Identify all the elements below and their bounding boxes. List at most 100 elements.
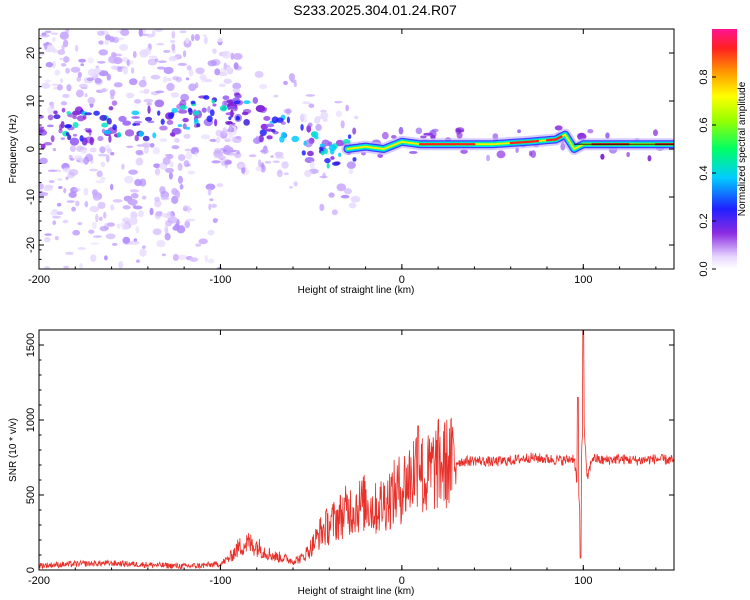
spectrogram-blob	[83, 187, 89, 196]
spectrogram-blob	[57, 84, 63, 91]
spectrogram-blob	[132, 50, 137, 59]
spectrogram-hotspot	[347, 134, 352, 139]
spectrogram-hotspot	[144, 116, 153, 122]
spectrogram-blob	[87, 57, 94, 64]
spectrogram-blob	[189, 257, 199, 262]
spectrogram-hotspot	[211, 99, 215, 104]
spectrogram-blob	[150, 74, 161, 80]
spectrogram-blob	[87, 68, 98, 77]
spectrogram-blob	[131, 116, 141, 119]
spectrogram-blob	[177, 175, 183, 184]
spectrogram-blob	[127, 10, 133, 15]
spectrogram-blob	[168, 172, 173, 180]
spectrogram-blob	[213, 148, 222, 154]
snr-y-label: SNR (10 * v/v)	[8, 418, 19, 482]
spectrogram-blob	[319, 175, 328, 179]
spectrogram-blob	[71, 206, 76, 212]
spectrogram-blob	[61, 44, 65, 51]
spectrogram-blob	[626, 151, 630, 158]
spectrogram-blob	[218, 83, 226, 88]
spectrogram-blob	[62, 219, 69, 224]
spectrogram-blob	[330, 156, 335, 160]
spectrogram-hotspot	[152, 132, 157, 139]
spectrogram-blob	[156, 43, 165, 46]
spectrogram-blob	[195, 243, 202, 247]
spectrogram-blob	[302, 101, 311, 105]
spectrogram-hotspot	[319, 143, 325, 148]
spectrogram-blob	[187, 170, 196, 175]
spectrogram-hotspot	[93, 110, 100, 116]
spectrogram-blob	[182, 117, 189, 123]
spectrogram-blob	[183, 160, 190, 168]
spectrogram-hotspot	[203, 95, 210, 100]
spectrogram-blob	[281, 161, 289, 169]
spectrogram-blob	[148, 18, 153, 26]
spectrogram-blob	[44, 30, 52, 34]
spectrogram-hotspot	[301, 150, 306, 156]
spectrogram-blob	[124, 129, 135, 137]
spectrogram-hotspot	[206, 115, 213, 123]
spectrogram-blob	[157, 66, 166, 70]
spectrogram-blob	[54, 69, 61, 76]
spectrogram-blob	[108, 106, 114, 111]
spectrogram-blob	[207, 229, 215, 236]
spectrogram-blob	[84, 6, 94, 12]
spectrogram-y-ticks: -20 -10 0 10 20	[25, 28, 674, 270]
spectrogram-blob	[203, 36, 208, 45]
snr-x-tick-label: -200	[28, 575, 50, 587]
spectrogram-blob	[172, 253, 179, 262]
spectrogram-blob	[171, 30, 176, 39]
spectrogram-blob	[63, 188, 67, 194]
snr-y-tick-label: 0	[25, 567, 37, 573]
spectrogram-blob	[39, 126, 45, 129]
spectrogram-blob	[182, 205, 189, 212]
spectrogram-blob	[110, 65, 118, 70]
spectrogram-blob	[39, 128, 44, 134]
spectrogram-blob	[112, 36, 120, 44]
spectrogram-blob	[72, 229, 81, 236]
spectrogram-blob	[334, 100, 343, 104]
spectrogram-blob	[127, 199, 134, 205]
spectrogram-blob	[48, 180, 55, 183]
spectrogram-blob	[350, 195, 361, 203]
spectrogram-blob	[147, 58, 158, 66]
spectrogram-blob	[44, 79, 52, 83]
spectrogram-blob	[156, 239, 166, 248]
spectrogram-blob	[273, 94, 279, 98]
spectrogram-blob	[283, 80, 288, 86]
spectrogram-hotspot	[160, 118, 165, 125]
spectrogram-blob	[112, 199, 123, 203]
spectrogram-blob	[91, 221, 97, 230]
spectrogram-blob	[157, 60, 167, 63]
spectrogram-blob	[163, 76, 168, 84]
spectrogram-blob	[75, 44, 79, 52]
spectrogram-blob	[211, 8, 218, 12]
spectrogram-blob	[170, 92, 180, 98]
spectrogram-hotspot	[72, 122, 79, 129]
spectrogram-blob	[138, 79, 147, 88]
spectrogram-blob	[101, 88, 107, 93]
spectrogram-blob	[99, 225, 109, 232]
spectrogram-blob	[222, 50, 232, 59]
spectrogram-blob	[352, 127, 357, 135]
spectrogram-blob	[264, 160, 272, 164]
spectrogram-hotspot	[328, 144, 337, 152]
spectrogram-blob	[164, 225, 169, 234]
spectrogram-blob	[56, 178, 63, 181]
spectrogram-blob	[110, 204, 115, 211]
spectrogram-hotspot	[233, 100, 241, 105]
spectrogram-blob	[66, 200, 75, 203]
spectrogram-blob	[208, 203, 212, 211]
spectrogram-blob	[84, 93, 88, 98]
spectrogram-blob	[304, 139, 313, 148]
spectrogram-blob	[62, 39, 69, 48]
spectrogram-blob	[159, 138, 168, 143]
spectrogram-ridge-peak	[545, 135, 563, 142]
spectrogram-x-tick-label: -100	[209, 274, 231, 286]
spectrogram-blob	[78, 58, 86, 63]
spectrogram-blob	[86, 16, 93, 19]
spectrogram-hotspot	[271, 128, 276, 133]
spectrogram-blob	[190, 34, 195, 42]
spectrogram-blob	[159, 125, 168, 131]
spectrogram-blob	[174, 190, 181, 199]
